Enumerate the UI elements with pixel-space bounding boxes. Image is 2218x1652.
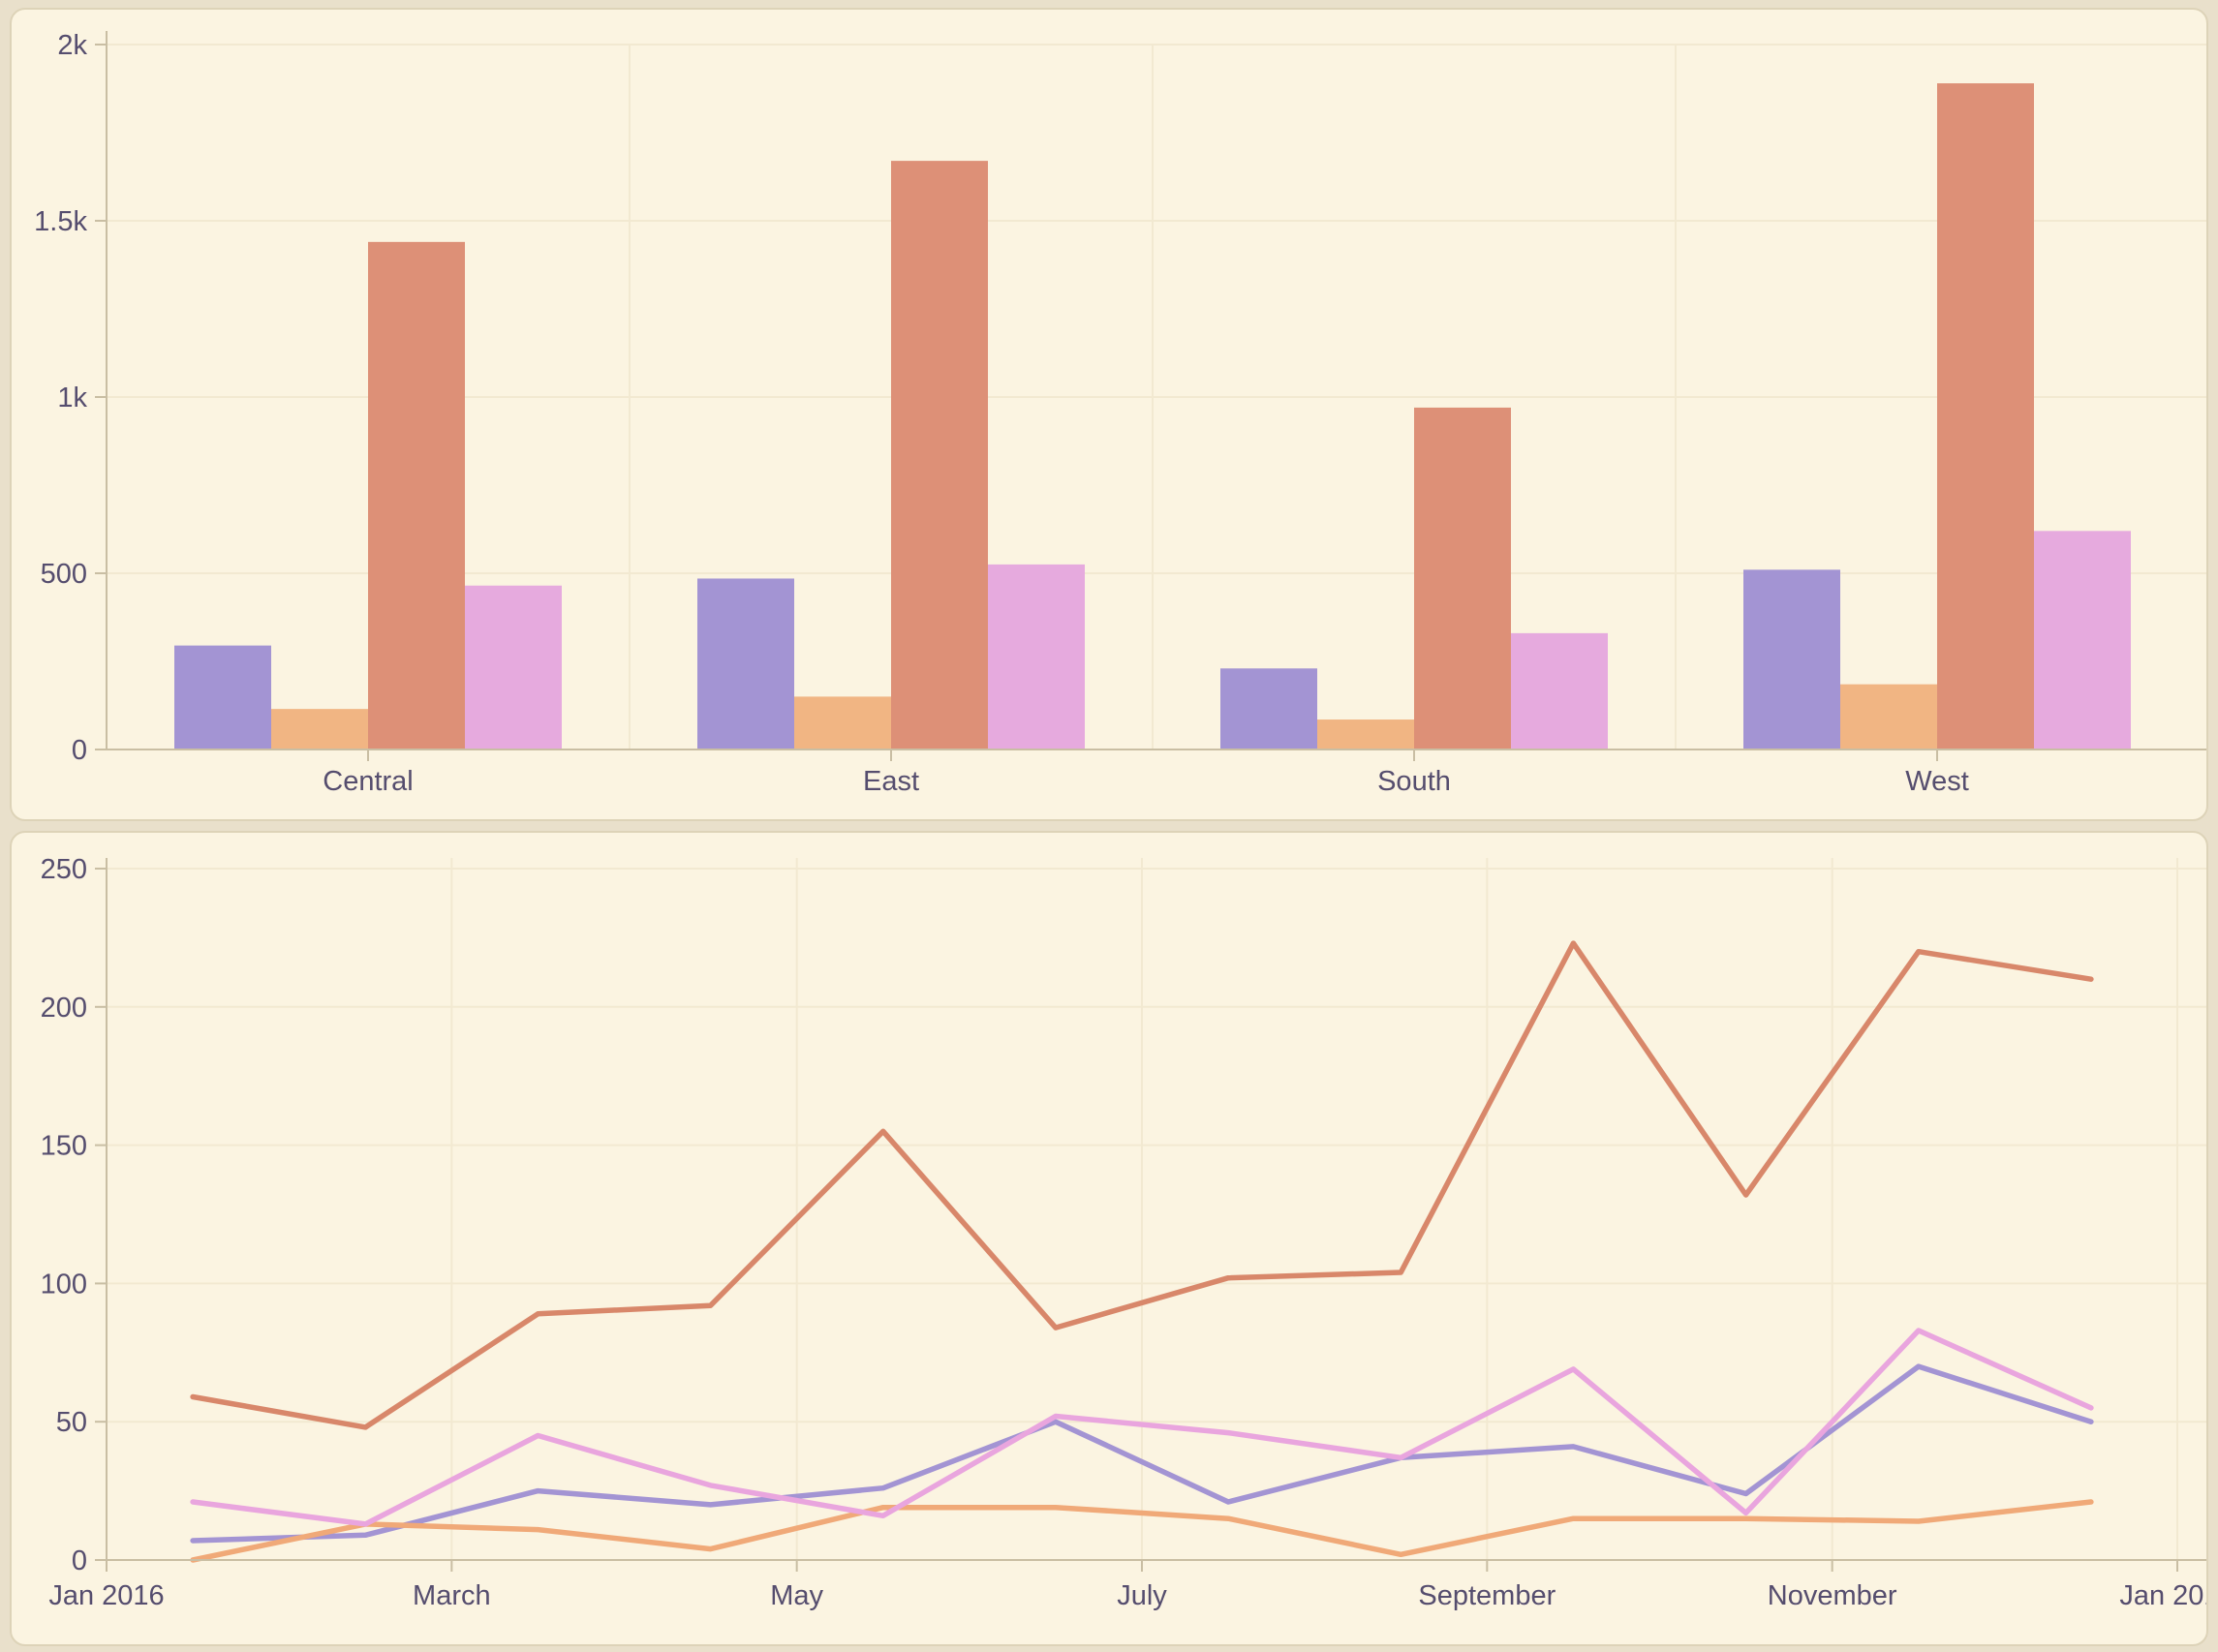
bar-y-tick-label: 2k	[57, 30, 87, 61]
bar-central-series-salmon[interactable]	[368, 241, 465, 750]
line-chart-canvas[interactable]: 0 50 100 150 200 250 Jan 2016 March May July Septe…	[12, 833, 2206, 1644]
line-orange[interactable]	[190, 1499, 2094, 1563]
bar-central-series-peach[interactable]	[271, 709, 368, 750]
line-x-tick-label: May	[770, 1580, 823, 1611]
bar-west-series-peach[interactable]	[1840, 684, 1937, 750]
bar-east-series-peach[interactable]	[794, 696, 891, 750]
bar-east-series-purple[interactable]	[697, 578, 794, 750]
bar-south-series-salmon[interactable]	[1414, 407, 1511, 750]
line-y-tick-label: 250	[41, 854, 87, 885]
line-y-tick-label: 200	[41, 993, 87, 1024]
bar-y-tick-label: 0	[72, 735, 87, 766]
bar-east-series-salmon[interactable]	[891, 161, 988, 750]
bar-central-series-purple[interactable]	[174, 645, 271, 750]
line-purple[interactable]	[190, 1363, 2094, 1544]
line-y-tick-label: 100	[41, 1269, 87, 1300]
bar-chart-panel: 0 500 1k 1.5k 2k Central East South West	[10, 8, 2208, 821]
bar-y-tick-label: 1k	[57, 382, 87, 413]
bar-chart-canvas[interactable]: 0 500 1k 1.5k 2k Central East South West	[12, 10, 2206, 819]
bar-x-tick-label: West	[1905, 766, 1969, 797]
bar-y-tick-label: 1.5k	[34, 206, 87, 237]
bar-west-series-pink[interactable]	[2034, 531, 2131, 750]
line-y-tick-label: 50	[56, 1407, 87, 1438]
bar-south-series-peach[interactable]	[1317, 719, 1414, 750]
bar-x-tick-label: Central	[323, 766, 414, 797]
line-y-tick-label: 150	[41, 1131, 87, 1162]
line-chart-panel: 0 50 100 150 200 250 Jan 2016 March May July Septe…	[10, 831, 2208, 1646]
bar-x-tick-label: East	[863, 766, 919, 797]
line-x-tick-label: Jan 2017	[2119, 1580, 2206, 1611]
line-x-tick-label: September	[1418, 1580, 1556, 1611]
line-salmon[interactable]	[190, 940, 2094, 1430]
bar-y-tick-label: 500	[41, 559, 87, 590]
bar-central-series-pink[interactable]	[465, 585, 562, 750]
bar-west-series-salmon[interactable]	[1937, 83, 2034, 750]
line-pink[interactable]	[190, 1328, 2094, 1527]
bar-south-series-purple[interactable]	[1220, 668, 1317, 750]
line-x-tick-label: March	[413, 1580, 491, 1611]
line-x-tick-label: Jan 2016	[48, 1580, 164, 1611]
bar-south-series-pink[interactable]	[1511, 632, 1608, 750]
line-y-tick-label: 0	[72, 1545, 87, 1576]
bar-x-tick-label: South	[1377, 766, 1451, 797]
bar-east-series-pink[interactable]	[988, 564, 1085, 750]
bar-west-series-purple[interactable]	[1743, 569, 1840, 750]
line-x-tick-label: July	[1117, 1580, 1167, 1611]
line-x-tick-label: November	[1768, 1580, 1897, 1611]
